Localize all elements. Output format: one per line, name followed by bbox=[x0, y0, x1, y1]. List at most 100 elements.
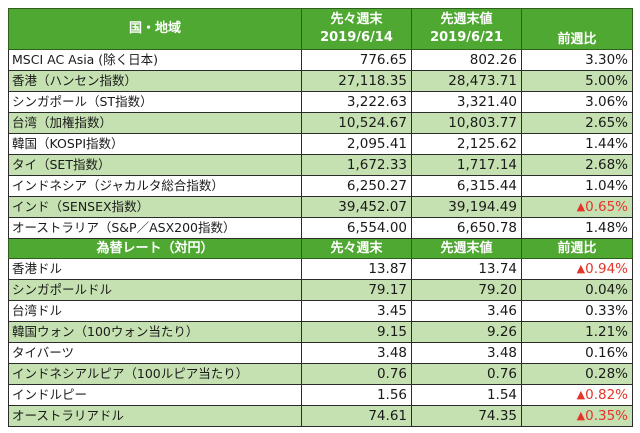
table-row: シンガポール（ST指数） 3,222.63 3,321.40 3.06% bbox=[8, 91, 633, 113]
row-name: インドネシアルピア（100ルピア当たり） bbox=[8, 363, 302, 385]
change-text: 0.82% bbox=[585, 387, 628, 403]
region-column-header: 国・地域 bbox=[8, 8, 302, 50]
change-value: 1.04% bbox=[521, 175, 633, 197]
prev-prev-week-label: 先々週末 bbox=[330, 12, 383, 27]
table-row: オーストラリア（S&P／ASX200指数） 6,554.00 6,650.78 1.4… bbox=[8, 217, 633, 239]
down-triangle-icon: ▲ bbox=[576, 262, 586, 275]
change-text: 0.94% bbox=[585, 261, 628, 277]
prev-week-value: 1.54 bbox=[411, 384, 522, 406]
table-row: シンガポールドル 79.17 79.20 0.04% bbox=[8, 279, 633, 301]
table-row: 台湾ドル 3.45 3.46 0.33% bbox=[8, 300, 633, 322]
prev-prev-week-value: 74.61 bbox=[301, 405, 412, 427]
prev-week-value: 6,650.78 bbox=[411, 217, 522, 239]
change-value: 1.44% bbox=[521, 133, 633, 155]
prev-prev-week-value: 0.76 bbox=[301, 363, 412, 385]
row-name: 香港（ハンセン指数） bbox=[8, 70, 302, 92]
prev-week-value: 79.20 bbox=[411, 279, 522, 301]
prev-week-value: 39,194.49 bbox=[411, 196, 522, 218]
row-name: 台湾ドル bbox=[8, 300, 302, 322]
prev-week-value: 3,321.40 bbox=[411, 91, 522, 113]
row-name: オーストラリア（S&P／ASX200指数） bbox=[8, 217, 302, 239]
table-row: インドネシアルピア（100ルピア当たり） 0.76 0.76 0.28% bbox=[8, 363, 633, 385]
prev-week-date: 2019/6/21 bbox=[430, 30, 503, 45]
change-value: 1.21% bbox=[521, 321, 633, 343]
row-name: タイ（SET指数） bbox=[8, 154, 302, 176]
prev-week-value: 1,717.14 bbox=[411, 154, 522, 176]
table-row: タイ（SET指数） 1,672.33 1,717.14 2.68% bbox=[8, 154, 633, 176]
row-name: シンガポールドル bbox=[8, 279, 302, 301]
change-value: 3.30% bbox=[521, 49, 633, 71]
prev-week-value: 74.35 bbox=[411, 405, 522, 427]
prev-prev-week-value: 79.17 bbox=[301, 279, 412, 301]
table-row: 香港（ハンセン指数） 27,118.35 28,473.71 5.00% bbox=[8, 70, 633, 92]
prev-prev-week-date: 2019/6/14 bbox=[320, 30, 393, 45]
row-name: インド（SENSEX指数） bbox=[8, 196, 302, 218]
market-summary-table: 国・地域 先々週末 2019/6/14 先週末値 2019/6/21 前週比 M… bbox=[8, 8, 633, 427]
fx-prev-prev-week-header: 先々週末 bbox=[301, 238, 412, 259]
prev-prev-week-value: 6,250.27 bbox=[301, 175, 412, 197]
row-name: インドルピー bbox=[8, 384, 302, 406]
prev-prev-week-value: 13.87 bbox=[301, 258, 412, 280]
prev-prev-week-value: 3.45 bbox=[301, 300, 412, 322]
change-label: 前週比 bbox=[557, 32, 597, 47]
prev-prev-week-value: 9.15 bbox=[301, 321, 412, 343]
row-name: インドネシア（ジャカルタ総合指数） bbox=[8, 175, 302, 197]
prev-prev-week-value: 6,554.00 bbox=[301, 217, 412, 239]
prev-week-value: 0.76 bbox=[411, 363, 522, 385]
fx-section-title: 為替レート（対円） bbox=[8, 238, 302, 259]
prev-prev-week-value: 27,118.35 bbox=[301, 70, 412, 92]
table-row: オーストラリアドル 74.61 74.35 ▲0.35% bbox=[8, 405, 633, 427]
change-value: 0.28% bbox=[521, 363, 633, 385]
prev-week-value: 2,125.62 bbox=[411, 133, 522, 155]
row-name: MSCI AC Asia (除く日本) bbox=[8, 49, 302, 71]
change-value: 1.48% bbox=[521, 217, 633, 239]
prev-week-value: 3.46 bbox=[411, 300, 522, 322]
change-text: 0.65% bbox=[585, 199, 628, 215]
change-value: 2.65% bbox=[521, 112, 633, 134]
down-triangle-icon: ▲ bbox=[576, 388, 586, 401]
change-value: 3.06% bbox=[521, 91, 633, 113]
prev-week-value: 28,473.71 bbox=[411, 70, 522, 92]
prev-prev-week-value: 776.65 bbox=[301, 49, 412, 71]
prev-prev-week-value: 10,524.67 bbox=[301, 112, 412, 134]
fx-change-header: 前週比 bbox=[521, 238, 633, 259]
row-name: 台湾（加権指数） bbox=[8, 112, 302, 134]
prev-prev-week-value: 3.48 bbox=[301, 342, 412, 364]
prev-week-value: 6,315.44 bbox=[411, 175, 522, 197]
down-triangle-icon: ▲ bbox=[576, 200, 586, 213]
table-row: 韓国（KOSPI指数） 2,095.41 2,125.62 1.44% bbox=[8, 133, 633, 155]
table-row: MSCI AC Asia (除く日本) 776.65 802.26 3.30% bbox=[8, 49, 633, 71]
change-value: 2.68% bbox=[521, 154, 633, 176]
prev-prev-week-value: 1.56 bbox=[301, 384, 412, 406]
indices-header-row: 国・地域 先々週末 2019/6/14 先週末値 2019/6/21 前週比 bbox=[8, 8, 633, 50]
row-name: オーストラリアドル bbox=[8, 405, 302, 427]
prev-prev-week-value: 3,222.63 bbox=[301, 91, 412, 113]
table-row: 韓国ウォン（100ウォン当たり） 9.15 9.26 1.21% bbox=[8, 321, 633, 343]
row-name: 韓国ウォン（100ウォン当たり） bbox=[8, 321, 302, 343]
table-row: インドルピー 1.56 1.54 ▲0.82% bbox=[8, 384, 633, 406]
prev-week-value: 13.74 bbox=[411, 258, 522, 280]
down-triangle-icon: ▲ bbox=[576, 409, 586, 422]
change-column-header: 前週比 bbox=[521, 8, 633, 50]
prev-week-value: 3.48 bbox=[411, 342, 522, 364]
prev-prev-week-value: 2,095.41 bbox=[301, 133, 412, 155]
row-name: シンガポール（ST指数） bbox=[8, 91, 302, 113]
change-text: 0.35% bbox=[585, 408, 628, 424]
table-row: タイバーツ 3.48 3.48 0.16% bbox=[8, 342, 633, 364]
table-row: 台湾（加権指数） 10,524.67 10,803.77 2.65% bbox=[8, 112, 633, 134]
row-name: 韓国（KOSPI指数） bbox=[8, 133, 302, 155]
fx-header-row: 為替レート（対円） 先々週末 先週末値 前週比 bbox=[8, 238, 633, 259]
change-value: 0.04% bbox=[521, 279, 633, 301]
prev-prev-week-column-header: 先々週末 2019/6/14 bbox=[301, 8, 412, 50]
table-row: 香港ドル 13.87 13.74 ▲0.94% bbox=[8, 258, 633, 280]
change-value: ▲0.65% bbox=[521, 196, 633, 218]
prev-week-label: 先週末値 bbox=[440, 12, 493, 27]
change-value: ▲0.82% bbox=[521, 384, 633, 406]
fx-prev-week-header: 先週末値 bbox=[411, 238, 522, 259]
table-row: インド（SENSEX指数） 39,452.07 39,194.49 ▲0.65% bbox=[8, 196, 633, 218]
prev-week-value: 802.26 bbox=[411, 49, 522, 71]
change-value: 0.33% bbox=[521, 300, 633, 322]
fx-body: 香港ドル 13.87 13.74 ▲0.94% シンガポールドル 79.17 79.20 0.… bbox=[8, 258, 633, 427]
table-row: インドネシア（ジャカルタ総合指数） 6,250.27 6,315.44 1.04% bbox=[8, 175, 633, 197]
prev-prev-week-value: 39,452.07 bbox=[301, 196, 412, 218]
